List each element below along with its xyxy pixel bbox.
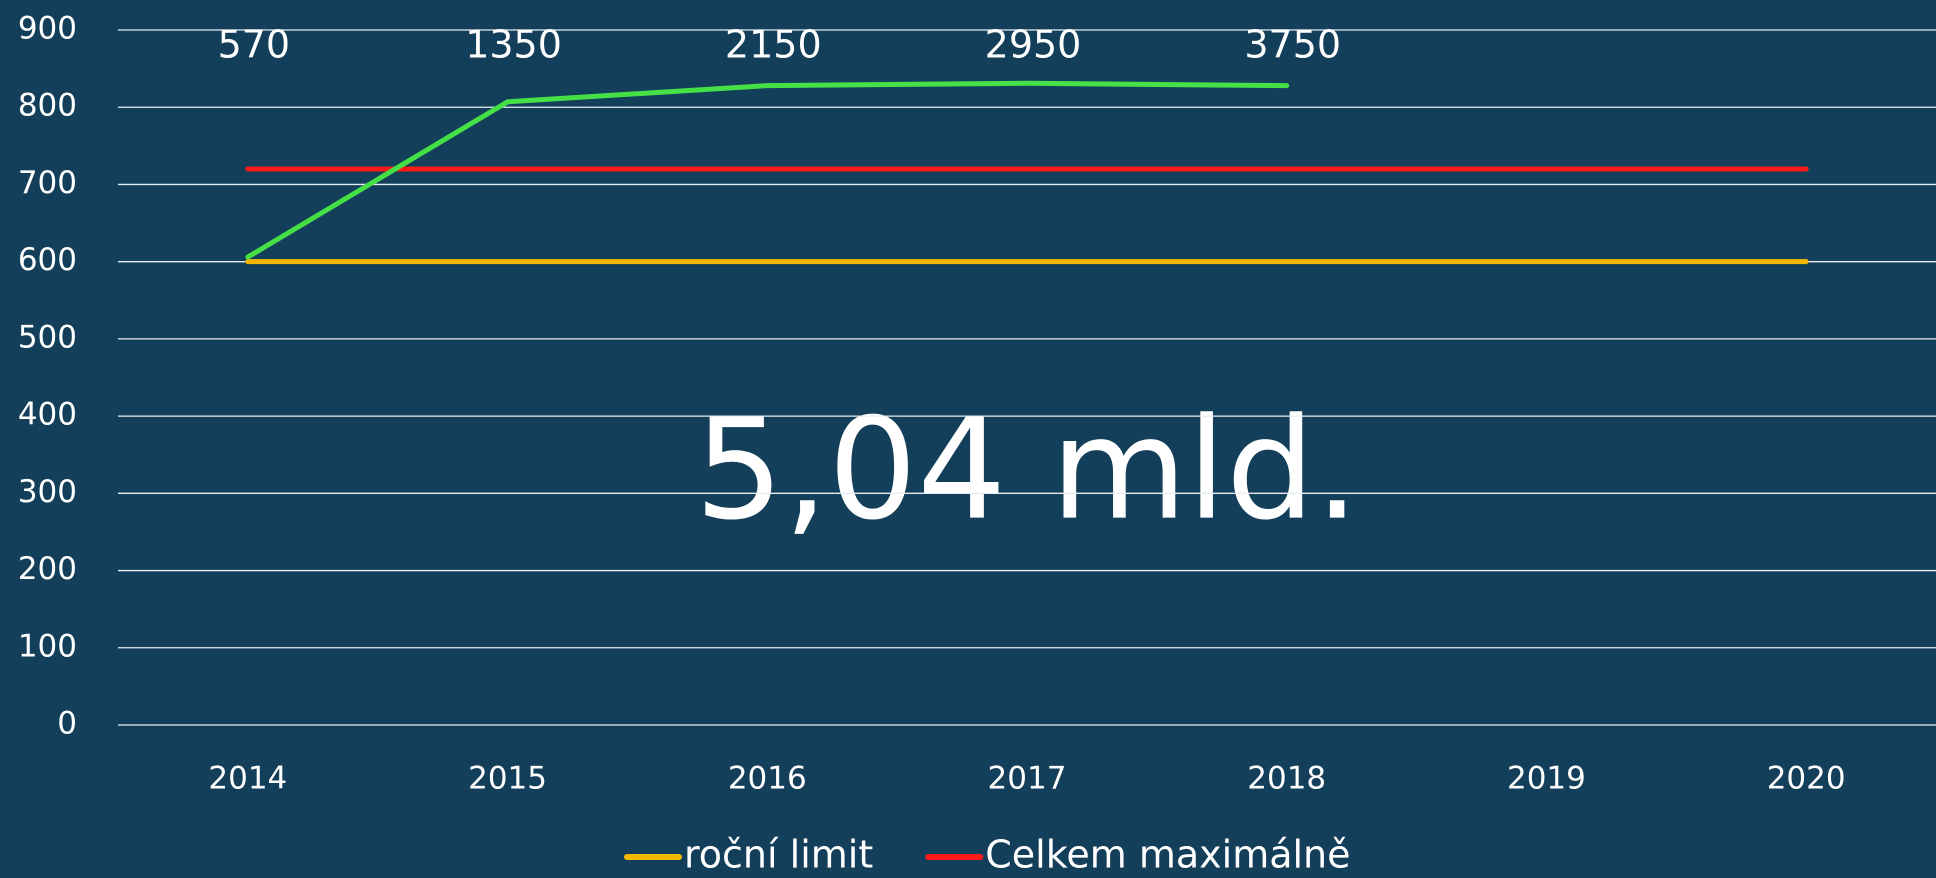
data-label: 2150: [725, 23, 822, 67]
series-line: [245, 80, 1290, 260]
x-tick-label: 2018: [1247, 761, 1326, 797]
x-tick-label: 2020: [1767, 761, 1846, 797]
y-tick-label: 900: [18, 11, 77, 47]
y-tick-label: 600: [18, 242, 77, 278]
y-tick-label: 200: [18, 551, 77, 587]
annotation: 5,04 mld.: [695, 389, 1360, 552]
legend-label: Celkem maximálně: [985, 833, 1350, 877]
data-label: 570: [218, 23, 291, 67]
x-tick-label: 2017: [988, 761, 1067, 797]
y-tick-label: 300: [18, 474, 77, 510]
x-tick-label: 2016: [728, 761, 807, 797]
data-label: 1350: [465, 23, 562, 67]
x-tick-label: 2014: [208, 761, 287, 797]
y-tick-label: 0: [57, 706, 77, 742]
y-tick-label: 800: [18, 88, 77, 124]
y-tick-label: 500: [18, 319, 77, 355]
data-label: 3750: [1244, 23, 1341, 67]
data-label: 2950: [985, 23, 1082, 67]
x-tick-label: 2019: [1507, 761, 1586, 797]
y-tick-label: 100: [18, 628, 77, 664]
y-tick-label: 400: [18, 397, 77, 433]
legend-label: roční limit: [684, 833, 873, 877]
y-tick-label: 700: [18, 165, 77, 201]
x-tick-label: 2015: [468, 761, 547, 797]
